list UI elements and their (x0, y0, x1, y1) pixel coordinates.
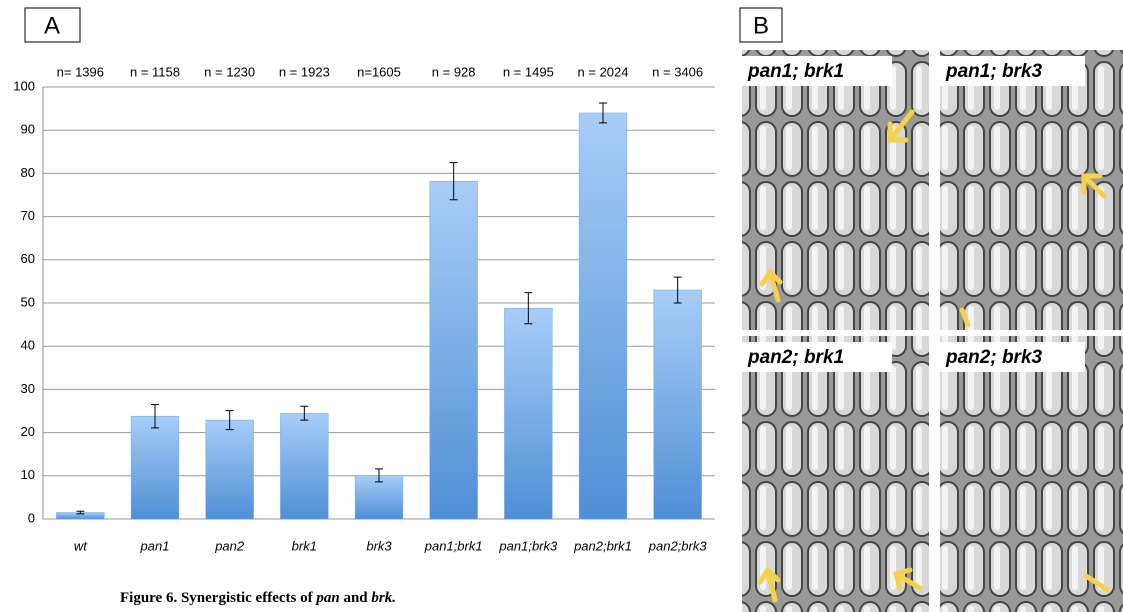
image-label-bg (742, 56, 892, 86)
x-tick-label: pan1;brk3 (498, 538, 558, 553)
y-tick-label: 50 (21, 294, 35, 309)
sample-size: n = 3406 (652, 64, 703, 79)
error-bar (449, 162, 458, 201)
y-tick-label: 0 (28, 510, 35, 525)
image-label: pan1; brk1 (747, 61, 844, 82)
sample-size: n = 1230 (204, 64, 255, 79)
y-tick-label: 30 (21, 381, 35, 396)
panel-box (739, 7, 783, 43)
caption-text: and (343, 590, 368, 606)
micrograph (742, 336, 929, 612)
bar (578, 112, 628, 520)
panel-box (24, 7, 81, 43)
y-tick-label: 60 (21, 251, 35, 266)
bar (504, 307, 553, 520)
bar (130, 415, 180, 520)
error-bar (524, 292, 533, 325)
sample-size: n= 1396 (57, 64, 104, 79)
x-tick-label: pan2;brk1 (573, 538, 632, 553)
x-tick-label: brk3 (366, 538, 392, 553)
y-tick-label: 20 (21, 424, 35, 439)
micrograph (742, 50, 929, 330)
error-bar (375, 468, 383, 483)
error-bar (225, 410, 234, 431)
y-tick-label: 40 (21, 338, 35, 353)
y-tick-label: 10 (21, 467, 35, 482)
error-bar (76, 510, 85, 515)
image-label-bg (742, 342, 892, 372)
caption-term: brk. (371, 590, 396, 606)
bar (653, 289, 702, 520)
x-tick-label: pan1 (140, 538, 170, 553)
caption-text: Figure 6. Synergistic effects of (120, 590, 313, 606)
y-tick-label: 80 (21, 165, 35, 180)
sample-size: n = 1923 (279, 64, 330, 79)
bar (205, 419, 254, 520)
sample-size: n = 1495 (503, 64, 554, 79)
image-label: pan2; brk3 (945, 347, 1043, 368)
bar (280, 412, 329, 520)
x-tick-label: pan1;brk1 (424, 538, 483, 553)
image-label: pan2; brk1 (747, 347, 844, 368)
bar (429, 180, 478, 520)
sample-size: n=1605 (357, 64, 401, 79)
x-tick-label: pan2 (214, 538, 245, 553)
error-bar (151, 404, 159, 429)
image-label-bg (940, 342, 1085, 372)
panel-label: B (753, 12, 769, 39)
image-label-bg (940, 56, 1085, 86)
y-tick-label: 70 (21, 208, 35, 223)
micrographs (742, 50, 1123, 612)
image-label: pan1; brk3 (945, 61, 1043, 82)
sample-size: n = 2024 (578, 64, 629, 79)
y-tick-label: 90 (21, 122, 35, 137)
panel-label: A (44, 12, 60, 39)
x-tick-label: pan2;brk3 (648, 538, 708, 553)
y-tick-label: 100 (13, 78, 35, 93)
error-bar (300, 405, 309, 421)
micrograph (940, 50, 1123, 330)
micrograph (940, 336, 1123, 612)
x-tick-label: wt (74, 538, 88, 553)
x-tick-label: brk1 (292, 538, 317, 553)
caption: Figure 6. Synergistic effects of pan and… (120, 590, 396, 607)
error-bar (673, 276, 682, 304)
sample-size: n = 1158 (130, 64, 180, 79)
caption-term: pan (316, 590, 340, 606)
sample-size: n = 928 (432, 64, 476, 79)
error-bar (599, 102, 607, 124)
